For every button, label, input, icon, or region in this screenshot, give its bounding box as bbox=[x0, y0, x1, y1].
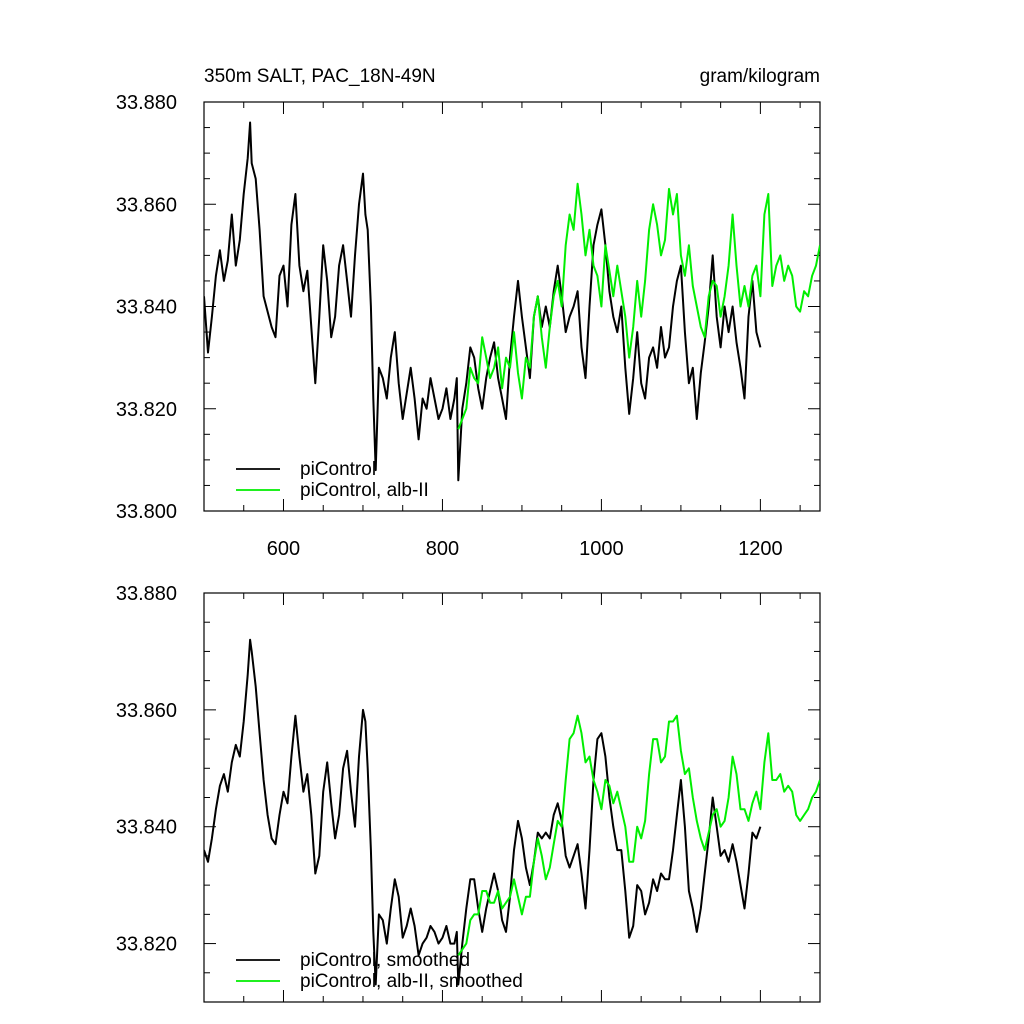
plot-top-panel: 33.800 33.820 33.840 33.860 33.880 600 800 1000… bbox=[116, 92, 821, 560]
bottom-series-line-2 bbox=[457, 714, 820, 956]
top-y-tick-label: 33.820 bbox=[116, 399, 177, 421]
bottom-legend-label-1: piControl, smoothed bbox=[300, 950, 470, 971]
top-y-tick-label: 33.800 bbox=[116, 501, 177, 523]
top-x-tick-label: 1000 bbox=[579, 538, 624, 560]
top-x-tick-label: 1200 bbox=[738, 538, 783, 560]
bottom-series-line-1 bbox=[204, 638, 762, 986]
top-x-tick-label: 600 bbox=[267, 538, 300, 560]
top-x-tick-label: 800 bbox=[426, 538, 459, 560]
top-legend-label-2: piControl, alb-II bbox=[300, 480, 429, 501]
top-y-tick-label: 33.840 bbox=[116, 297, 177, 319]
top-series-line-1 bbox=[204, 121, 762, 482]
chart-units: gram/kilogram bbox=[700, 66, 820, 87]
top-series-line-2 bbox=[457, 182, 820, 430]
bottom-y-tick-label: 33.860 bbox=[116, 700, 177, 722]
bottom-y-tick-label: 33.840 bbox=[116, 817, 177, 839]
top-plot-frame bbox=[203, 101, 821, 512]
bottom-y-tick-label: 33.820 bbox=[116, 934, 177, 956]
bottom-legend-label-2: piControl, alb-II, smoothed bbox=[300, 971, 523, 992]
bottom-y-tick-label: 33.880 bbox=[116, 583, 177, 605]
plot-bottom-panel: 33.820 33.840 33.860 33.880 piControl, smoot… bbox=[116, 583, 821, 1003]
top-y-tick-label: 33.860 bbox=[116, 194, 177, 216]
chart-title: 350m SALT, PAC_18N-49N bbox=[204, 66, 436, 87]
top-legend-label-1: piControl bbox=[300, 459, 376, 480]
top-y-tick-label: 33.880 bbox=[116, 92, 177, 114]
